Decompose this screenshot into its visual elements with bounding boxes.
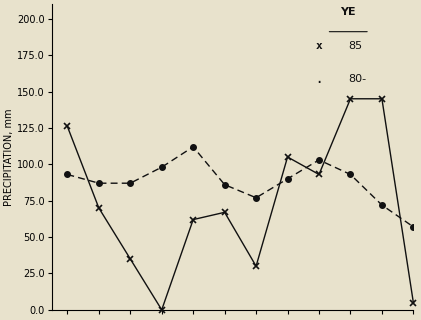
Text: YE: YE xyxy=(341,7,356,17)
Y-axis label: PRECIPITATION, mm: PRECIPITATION, mm xyxy=(4,108,14,206)
Text: x: x xyxy=(316,41,322,51)
Text: 85: 85 xyxy=(348,41,362,51)
Text: 80-: 80- xyxy=(348,75,366,84)
Text: ·: · xyxy=(317,75,322,92)
